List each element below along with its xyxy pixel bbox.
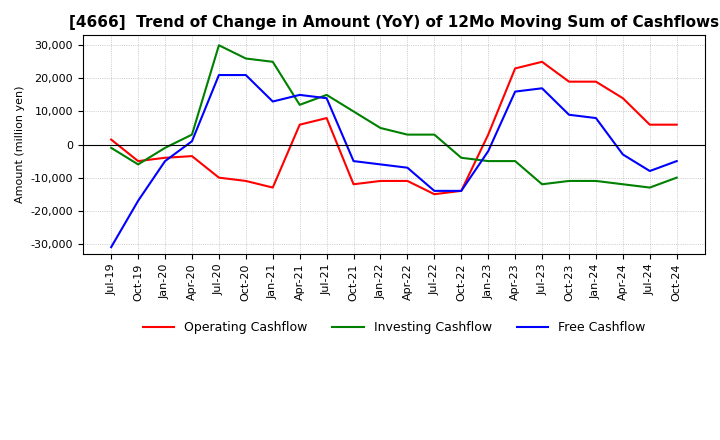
Investing Cashflow <box>618 182 627 187</box>
Legend: Operating Cashflow, Investing Cashflow, Free Cashflow: Operating Cashflow, Investing Cashflow, … <box>138 316 650 339</box>
Investing Cashflow <box>134 162 143 167</box>
Investing Cashflow <box>215 43 223 48</box>
Operating Cashflow <box>107 137 115 142</box>
Investing Cashflow <box>457 155 466 161</box>
Free Cashflow <box>457 188 466 194</box>
Investing Cashflow <box>510 158 519 164</box>
Investing Cashflow <box>645 185 654 190</box>
Free Cashflow <box>323 95 331 101</box>
Investing Cashflow <box>269 59 277 64</box>
Operating Cashflow <box>349 182 358 187</box>
Operating Cashflow <box>295 122 304 127</box>
Operating Cashflow <box>672 122 681 127</box>
Free Cashflow <box>188 139 197 144</box>
Free Cashflow <box>161 158 169 164</box>
Operating Cashflow <box>134 158 143 164</box>
Free Cashflow <box>564 112 573 117</box>
Investing Cashflow <box>295 102 304 107</box>
Free Cashflow <box>672 158 681 164</box>
Free Cashflow <box>215 73 223 78</box>
Operating Cashflow <box>241 178 250 183</box>
Investing Cashflow <box>161 145 169 150</box>
Operating Cashflow <box>538 59 546 64</box>
Investing Cashflow <box>403 132 412 137</box>
Free Cashflow <box>430 188 438 194</box>
Operating Cashflow <box>323 115 331 121</box>
Free Cashflow <box>618 152 627 157</box>
Free Cashflow <box>403 165 412 170</box>
Operating Cashflow <box>430 191 438 197</box>
Investing Cashflow <box>484 158 492 164</box>
Free Cashflow <box>376 162 384 167</box>
Title: [4666]  Trend of Change in Amount (YoY) of 12Mo Moving Sum of Cashflows: [4666] Trend of Change in Amount (YoY) o… <box>69 15 719 30</box>
Operating Cashflow <box>645 122 654 127</box>
Free Cashflow <box>349 158 358 164</box>
Free Cashflow <box>295 92 304 98</box>
Line: Investing Cashflow: Investing Cashflow <box>111 45 677 187</box>
Free Cashflow <box>484 149 492 154</box>
Investing Cashflow <box>376 125 384 131</box>
Operating Cashflow <box>510 66 519 71</box>
Operating Cashflow <box>564 79 573 84</box>
Operating Cashflow <box>269 185 277 190</box>
Operating Cashflow <box>403 178 412 183</box>
Operating Cashflow <box>618 95 627 101</box>
Operating Cashflow <box>484 132 492 137</box>
Investing Cashflow <box>430 132 438 137</box>
Free Cashflow <box>134 198 143 203</box>
Investing Cashflow <box>107 145 115 150</box>
Free Cashflow <box>538 86 546 91</box>
Investing Cashflow <box>323 92 331 98</box>
Y-axis label: Amount (million yen): Amount (million yen) <box>15 86 25 203</box>
Free Cashflow <box>510 89 519 94</box>
Investing Cashflow <box>564 178 573 183</box>
Line: Free Cashflow: Free Cashflow <box>111 75 677 247</box>
Investing Cashflow <box>349 109 358 114</box>
Free Cashflow <box>645 169 654 174</box>
Investing Cashflow <box>241 56 250 61</box>
Operating Cashflow <box>376 178 384 183</box>
Investing Cashflow <box>188 132 197 137</box>
Operating Cashflow <box>188 154 197 159</box>
Free Cashflow <box>592 115 600 121</box>
Operating Cashflow <box>215 175 223 180</box>
Line: Operating Cashflow: Operating Cashflow <box>111 62 677 194</box>
Operating Cashflow <box>457 188 466 194</box>
Operating Cashflow <box>592 79 600 84</box>
Investing Cashflow <box>538 182 546 187</box>
Operating Cashflow <box>161 155 169 161</box>
Free Cashflow <box>107 245 115 250</box>
Investing Cashflow <box>592 178 600 183</box>
Free Cashflow <box>269 99 277 104</box>
Investing Cashflow <box>672 175 681 180</box>
Free Cashflow <box>241 73 250 78</box>
